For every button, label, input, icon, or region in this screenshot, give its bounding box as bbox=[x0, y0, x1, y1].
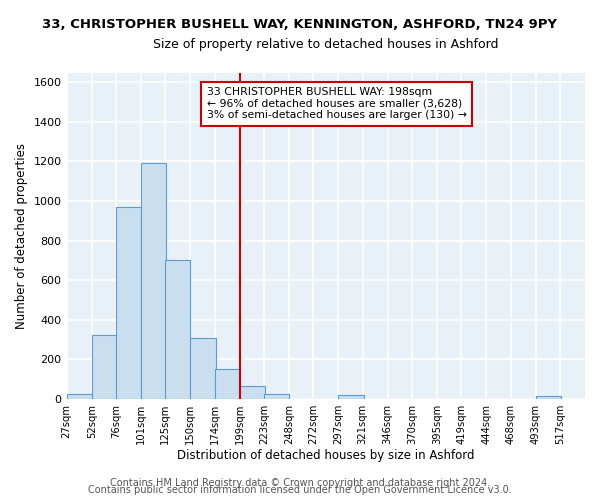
Bar bbox=[338, 395, 364, 398]
Bar bbox=[116, 207, 141, 398]
X-axis label: Distribution of detached houses by size in Ashford: Distribution of detached houses by size … bbox=[177, 450, 475, 462]
Text: Contains public sector information licensed under the Open Government Licence v3: Contains public sector information licen… bbox=[88, 485, 512, 495]
Bar bbox=[92, 336, 117, 398]
Bar bbox=[165, 260, 190, 398]
Bar bbox=[67, 394, 92, 398]
Bar bbox=[536, 396, 561, 398]
Bar bbox=[141, 164, 166, 398]
Text: 33 CHRISTOPHER BUSHELL WAY: 198sqm
← 96% of detached houses are smaller (3,628)
: 33 CHRISTOPHER BUSHELL WAY: 198sqm ← 96%… bbox=[206, 87, 467, 120]
Title: Size of property relative to detached houses in Ashford: Size of property relative to detached ho… bbox=[153, 38, 499, 51]
Text: 33, CHRISTOPHER BUSHELL WAY, KENNINGTON, ASHFORD, TN24 9PY: 33, CHRISTOPHER BUSHELL WAY, KENNINGTON,… bbox=[43, 18, 557, 30]
Bar bbox=[215, 369, 239, 398]
Bar bbox=[239, 386, 265, 398]
Text: Contains HM Land Registry data © Crown copyright and database right 2024.: Contains HM Land Registry data © Crown c… bbox=[110, 478, 490, 488]
Bar bbox=[190, 338, 215, 398]
Y-axis label: Number of detached properties: Number of detached properties bbox=[15, 142, 28, 328]
Bar bbox=[264, 394, 289, 398]
